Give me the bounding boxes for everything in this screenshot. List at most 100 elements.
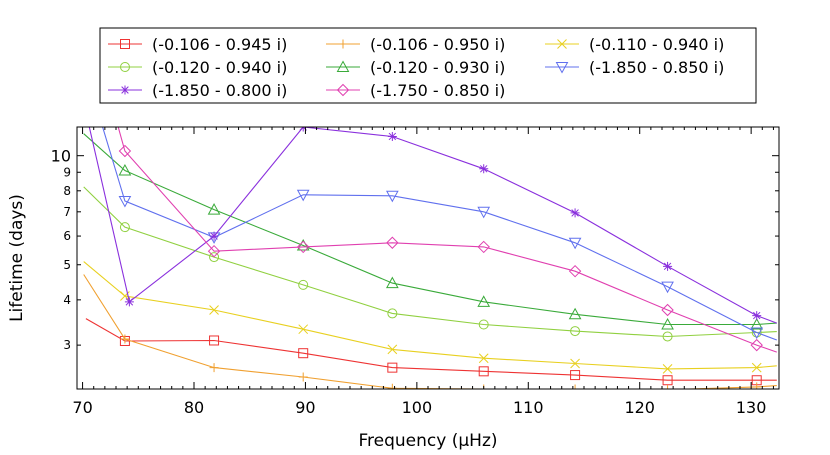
x-tick-label: 110 [513, 398, 544, 417]
data-point [662, 364, 673, 374]
series-line [102, 127, 777, 341]
series-line [117, 127, 777, 353]
series-8 [117, 127, 777, 353]
legend-label: (-1.850 - 0.850 i) [589, 58, 724, 77]
y-tick-label: 5 [63, 258, 71, 272]
data-point [568, 237, 582, 250]
series-2 [83, 274, 777, 389]
data-point [750, 317, 764, 330]
data-point [209, 363, 219, 373]
legend-label: (-1.850 - 0.800 i) [152, 81, 287, 100]
data-point [479, 164, 489, 174]
legend-marker [120, 62, 130, 72]
data-point [385, 190, 399, 203]
data-point [570, 384, 580, 389]
data-point [752, 311, 762, 321]
series-7 [88, 127, 777, 324]
legend-marker [338, 39, 348, 49]
data-point [119, 222, 130, 233]
y-tick-label: 4 [63, 293, 71, 307]
data-point [568, 264, 582, 278]
legend-marker [336, 83, 350, 97]
data-point [387, 131, 397, 141]
data-point [296, 189, 310, 202]
data-point [478, 319, 489, 330]
series-line [83, 261, 777, 370]
data-point [118, 195, 132, 208]
data-point [207, 203, 221, 215]
legend-marker [120, 39, 130, 49]
data-point [296, 238, 310, 251]
data-point [661, 303, 674, 317]
legend-marker [555, 62, 569, 74]
data-point [387, 383, 397, 389]
y-axis-label: Lifetime (days) [7, 194, 27, 322]
series-line [83, 186, 777, 338]
data-point [663, 261, 673, 271]
legend-item: (-0.120 - 0.940 i) [108, 58, 287, 77]
y-tick-label: 10 [51, 147, 71, 166]
data-point [298, 348, 309, 359]
data-point [298, 279, 309, 290]
data-point [209, 305, 219, 315]
data-point [750, 338, 763, 352]
legend-label: (-0.110 - 0.940 i) [589, 35, 724, 54]
series-5 [83, 133, 777, 330]
series-layer [83, 127, 777, 389]
y-tick-label: 7 [63, 205, 71, 219]
series-line [83, 133, 777, 326]
data-point [662, 331, 673, 342]
data-point [662, 375, 673, 386]
data-point [751, 362, 762, 373]
legend: (-0.106 - 0.945 i) (-0.106 - 0.950 i) (-0.… [99, 27, 757, 104]
data-point [570, 370, 581, 381]
plot-frame [76, 126, 780, 390]
data-point [298, 324, 309, 335]
data-point [667, 385, 669, 389]
y-tick-label: 6 [63, 229, 71, 243]
data-point [750, 327, 764, 340]
legend-item: (-0.106 - 0.950 i) [326, 35, 505, 54]
data-point [477, 240, 490, 254]
legend-box [99, 27, 757, 104]
legend-item: (-0.106 - 0.945 i) [108, 35, 287, 54]
data-point [568, 307, 582, 320]
legend-label: (-0.106 - 0.945 i) [152, 35, 287, 54]
legend-item: (-0.120 - 0.930 i) [326, 58, 505, 77]
data-point [385, 276, 399, 289]
data-point [387, 344, 398, 355]
legend-label: (-0.120 - 0.940 i) [152, 58, 287, 77]
data-point [570, 326, 581, 337]
data-point [386, 236, 399, 249]
legend-marker [336, 60, 350, 72]
data-point [477, 295, 491, 307]
data-point [209, 231, 219, 241]
legend-label: (-0.106 - 0.950 i) [370, 35, 505, 54]
data-point [120, 334, 130, 344]
data-point [478, 366, 489, 377]
data-point [570, 358, 580, 369]
x-tick-label: 100 [402, 398, 433, 417]
series-4 [83, 186, 777, 342]
x-axis-label: Frequency (μHz) [358, 431, 497, 451]
data-point [118, 163, 132, 176]
legend-item: (-1.850 - 0.800 i) [108, 81, 287, 100]
data-point [124, 297, 134, 307]
legend-item: (-0.110 - 0.940 i) [545, 35, 724, 54]
x-tick-label: 70 [72, 398, 92, 417]
data-point [570, 208, 580, 218]
data-point [209, 335, 220, 346]
data-point [209, 252, 220, 263]
legend-label: (-1.750 - 0.850 i) [370, 81, 505, 100]
legend-marker [120, 85, 130, 95]
data-point [477, 206, 491, 219]
data-point [478, 353, 489, 364]
data-point [296, 240, 310, 254]
data-point [118, 144, 132, 158]
x-tick-label: 90 [295, 398, 315, 417]
y-tick-label: 8 [63, 184, 71, 198]
x-tick-label: 130 [736, 398, 767, 417]
series-3 [83, 261, 777, 374]
series-line [83, 274, 777, 389]
